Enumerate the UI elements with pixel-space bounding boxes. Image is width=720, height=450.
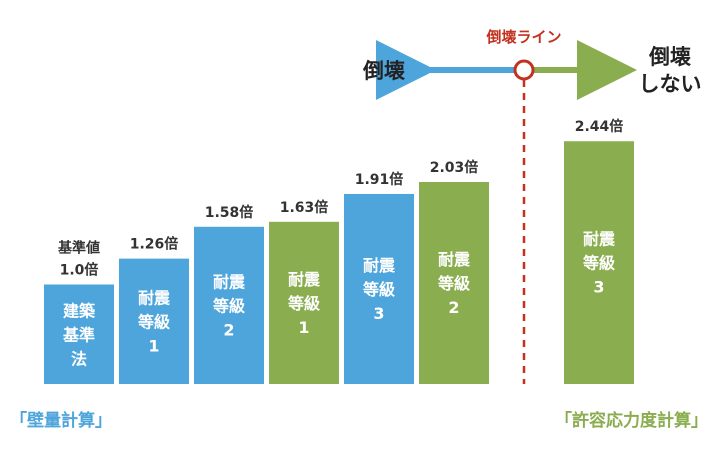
bars-group: 建築基準法基準値1.0倍耐震等級11.26倍耐震等級21.58倍耐震等級11.6… [44,118,634,384]
bar-7-label-line-1: 耐震 [583,230,616,249]
bar-6 [419,182,489,384]
bar-5-value-label-1: 1.91倍 [355,171,404,188]
bar-6-value-label-1: 2.03倍 [430,159,479,176]
bar-3-label-line-1: 耐震 [213,272,246,291]
collapse-line-label: 倒壊ライン [485,28,561,46]
bar-4-label-line-2: 等級 [287,294,320,313]
bar-7 [564,141,634,384]
collapse-right-label-1: 倒壊 [648,45,691,69]
bar-3-value-label-1: 1.58倍 [205,204,254,221]
bar-1-label-line-3: 法 [71,349,87,368]
collapse-right-label-2: しない [639,72,702,96]
bar-1-label-line-1: 建築 [63,301,96,320]
bar-5-label-line-3: 3 [373,304,384,323]
bar-4-label-line-1: 耐震 [288,270,321,289]
bar-2 [119,258,189,384]
collapse-left-label: 倒壊 [362,59,405,83]
collapse-marker-circle [513,59,535,81]
bar-5-label-line-1: 耐震 [363,256,396,275]
bar-1-value-label-2: 1.0倍 [60,262,99,279]
bar-1 [44,284,114,384]
bar-2-value-label-1: 1.26倍 [130,236,179,253]
bar-5 [344,193,414,384]
wall-method-label: 「壁量計算」 [10,410,112,431]
bar-7-value-label-1: 2.44倍 [575,118,624,135]
bar-6-label-line-2: 等級 [437,274,470,293]
bar-4-label-line-3: 1 [298,318,309,337]
bar-6-label-line-3: 2 [448,298,459,317]
allowable-method-label: 「許容応力度計算」 [555,410,708,431]
bar-4-value-label-1: 1.63倍 [280,199,329,216]
bar-3-label-line-3: 2 [223,320,234,339]
bar-2-label-line-3: 1 [148,336,159,355]
bar-6-label-line-1: 耐震 [438,250,471,269]
bar-7-label-line-2: 等級 [582,254,615,273]
bar-7-label-line-3: 3 [593,278,604,297]
bar-1-label-line-2: 基準 [62,325,95,344]
bar-5-label-line-2: 等級 [362,280,395,299]
bar-3 [194,226,264,384]
bar-2-label-line-2: 等級 [137,312,170,331]
bar-2-label-line-1: 耐震 [138,288,171,307]
bar-4 [269,221,339,384]
bar-1-value-label-1: 基準値 [58,240,100,257]
bar-3-label-line-2: 等級 [212,296,245,315]
